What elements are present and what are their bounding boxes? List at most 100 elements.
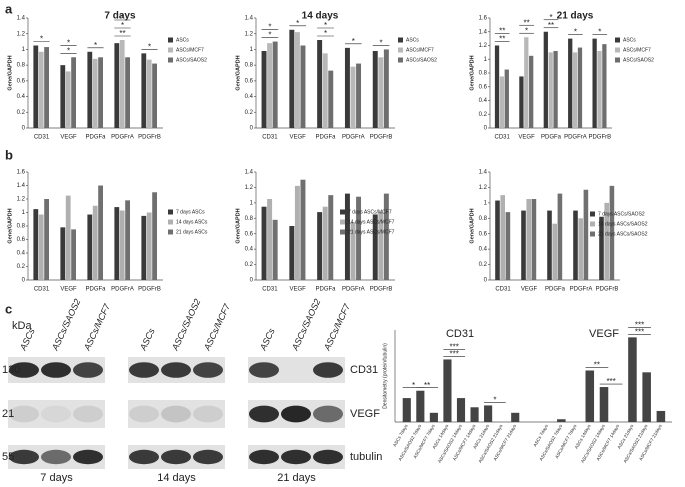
blot-band	[129, 405, 159, 423]
bar	[505, 212, 511, 280]
bar	[642, 372, 651, 422]
x-tick-label: PDGFrA	[342, 135, 365, 141]
bar	[317, 212, 323, 280]
bar	[553, 51, 558, 128]
legend-swatch	[168, 47, 173, 53]
bar	[372, 214, 378, 280]
y-tick-label: 1.4	[479, 170, 488, 176]
bar	[33, 45, 39, 128]
significance-label: *	[525, 26, 528, 35]
legend-label: 21 days ASCs/MCF7	[348, 229, 395, 235]
x-tick-label: PDGFrA	[111, 135, 134, 141]
bar	[344, 193, 350, 280]
legend-swatch	[398, 57, 403, 63]
protein-label: CD31	[350, 364, 378, 376]
bar	[356, 196, 362, 280]
bar	[383, 193, 389, 280]
y-tick-label: 0.2	[17, 264, 26, 270]
significance-label: *	[324, 29, 327, 38]
bar	[572, 52, 578, 128]
blot-strip	[8, 400, 105, 428]
legend-label: ASCs/MCF7	[176, 47, 204, 53]
y-tick-label: 1.2	[17, 197, 26, 203]
x-tick-label: VEGF	[290, 135, 307, 141]
blot-band	[193, 362, 223, 378]
legend-label: ASCs	[406, 37, 419, 43]
bar	[119, 210, 125, 280]
bar	[344, 47, 350, 128]
blot-band	[73, 362, 103, 378]
y-tick-label: 0	[250, 126, 254, 132]
y-tick-label: 1	[22, 210, 26, 216]
x-tick-label: VEGF	[60, 287, 77, 293]
bar	[378, 212, 384, 280]
y-tick-label: 1.4	[17, 183, 26, 189]
bar	[599, 387, 609, 422]
y-tick-label: 1.2	[479, 185, 488, 191]
lane-label: ASCs/MCF7	[321, 301, 352, 352]
significance-label: *	[268, 31, 271, 40]
x-tick-label: PDGFrA	[111, 287, 134, 293]
bar	[328, 70, 334, 128]
protein-label: VEGF	[350, 408, 380, 420]
blot-band	[129, 449, 159, 465]
lane-label: ASCs/SAOS2	[49, 297, 82, 352]
significance-label: *	[121, 21, 124, 30]
blot-band	[161, 362, 191, 378]
bar	[38, 51, 44, 128]
blot-band	[41, 405, 71, 423]
bar	[44, 47, 49, 129]
bar	[152, 192, 157, 280]
y-tick-label: 0.2	[479, 262, 488, 268]
significance-label: **	[499, 35, 505, 44]
bar	[44, 199, 49, 280]
y-axis-label: Gene/GAPDH	[7, 208, 13, 243]
blot-band	[193, 405, 223, 423]
legend-label: ASCs/SAOS2	[176, 57, 207, 63]
significance-label: ***	[450, 343, 459, 352]
bar	[328, 195, 334, 280]
y-tick-label: 0.8	[245, 63, 254, 69]
x-tick-label: PDGFa	[315, 287, 336, 293]
chart-title: 7 days	[104, 11, 136, 22]
legend-swatch	[615, 57, 620, 63]
kda-marker: 21	[2, 408, 14, 420]
bar	[65, 71, 71, 128]
bar	[272, 219, 278, 280]
bar	[267, 199, 273, 280]
y-tick-label: 1.4	[245, 16, 254, 22]
bar	[71, 57, 76, 128]
legend-label: 21 days ASCs	[176, 229, 208, 235]
bar	[322, 206, 328, 280]
lane-label: ASCs	[137, 326, 156, 352]
lane-label: ASCs/MCF7	[201, 301, 232, 352]
significance-label: *	[493, 396, 496, 405]
blot-strip	[128, 400, 225, 428]
significance-label: *	[40, 35, 43, 44]
chart-title: 21 days	[557, 11, 594, 22]
timepoint-label: 21 days	[277, 472, 316, 484]
bar	[152, 63, 157, 129]
significance-label: *	[352, 37, 355, 46]
y-tick-label: 0.2	[245, 262, 254, 268]
legend-swatch	[590, 231, 595, 237]
bar	[146, 59, 152, 129]
blot-band	[9, 362, 39, 378]
bar	[267, 43, 273, 129]
timepoint-label: 14 days	[157, 472, 196, 484]
bar	[552, 223, 557, 280]
y-tick-label: 0	[22, 278, 26, 284]
timepoint-label: 7 days	[40, 472, 73, 484]
bar	[548, 52, 553, 128]
y-tick-label: 1	[484, 200, 488, 206]
y-tick-label: 1	[250, 47, 254, 53]
significance-label: **	[499, 27, 505, 36]
bar	[484, 405, 493, 422]
x-tick-label: VEGF	[518, 135, 535, 141]
significance-label: *	[574, 28, 577, 37]
y-tick-label: 1.4	[17, 16, 26, 22]
bar	[402, 398, 411, 422]
x-tick-label: PDGFa	[545, 287, 566, 293]
bar	[470, 407, 479, 422]
bar	[141, 53, 147, 128]
